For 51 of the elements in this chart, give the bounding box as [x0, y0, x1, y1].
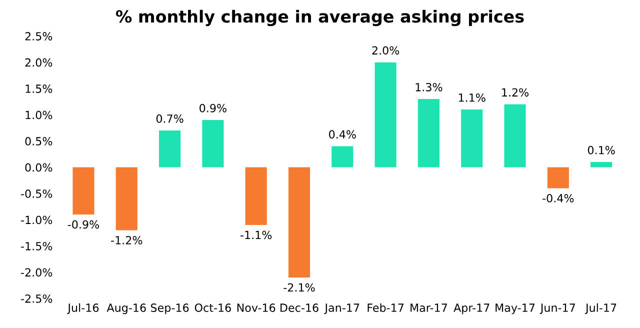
- bar: [461, 110, 483, 168]
- x-tick-label: Sep-16: [150, 304, 189, 314]
- bar: [116, 167, 138, 230]
- bar: [418, 99, 440, 168]
- data-label: 1.2%: [502, 88, 529, 97]
- data-label: 0.4%: [329, 130, 356, 139]
- y-tick-label: 1.5%: [26, 84, 52, 93]
- data-label: -0.4%: [542, 194, 574, 202]
- data-label: -2.1%: [284, 283, 315, 292]
- bar: [332, 146, 354, 168]
- x-tick-label: Jan-17: [324, 304, 360, 314]
- bar: [245, 167, 267, 226]
- data-label: 2.0%: [372, 46, 400, 55]
- y-tick-label: 2.5%: [25, 32, 52, 40]
- y-tick-label: -2.5%: [21, 294, 52, 303]
- x-tick-label: Mar-17: [410, 304, 447, 312]
- data-label: 0.1%: [588, 146, 615, 154]
- data-label: 0.9%: [200, 104, 226, 112]
- x-tick-label: Jun-17: [540, 304, 575, 314]
- bar: [72, 167, 94, 215]
- x-tick-label: Oct-16: [194, 304, 231, 312]
- x-tick-label: Jul-16: [67, 303, 99, 314]
- y-tick-label: -2.0%: [21, 268, 52, 277]
- y-tick-label: 0.5%: [25, 137, 52, 146]
- bar: [202, 120, 224, 168]
- x-tick-label: May-17: [496, 304, 535, 314]
- bar: [590, 162, 612, 168]
- x-tick-label: Dec-16: [280, 304, 318, 312]
- y-tick-label: 1.0%: [26, 110, 52, 120]
- y-tick-label: 0.0%: [25, 163, 52, 172]
- chart-title: % monthly change in average asking prices: [116, 10, 524, 26]
- bar: [547, 167, 569, 188]
- x-tick-label: Apr-17: [454, 304, 490, 314]
- data-label: 1.1%: [458, 93, 486, 102]
- bar: [504, 104, 526, 168]
- y-tick-label: -0.5%: [21, 189, 52, 198]
- x-tick-label: Nov-16: [237, 304, 276, 312]
- bar: [159, 130, 181, 168]
- y-tick-label: 2.0%: [25, 58, 52, 67]
- bar: [374, 62, 396, 168]
- y-tick-label: -1.0%: [21, 216, 52, 224]
- data-label: -0.9%: [68, 220, 99, 229]
- x-tick-label: Jul-17: [584, 303, 616, 314]
- x-tick-label: Aug-16: [106, 304, 146, 314]
- x-tick-label: Feb-17: [368, 303, 404, 312]
- y-tick-label: -1.5%: [21, 242, 52, 250]
- data-label: 1.3%: [416, 82, 442, 92]
- bar: [288, 167, 310, 278]
- data-label: 0.7%: [156, 114, 184, 123]
- data-label: -1.1%: [240, 230, 272, 240]
- data-label: -1.2%: [111, 236, 142, 244]
